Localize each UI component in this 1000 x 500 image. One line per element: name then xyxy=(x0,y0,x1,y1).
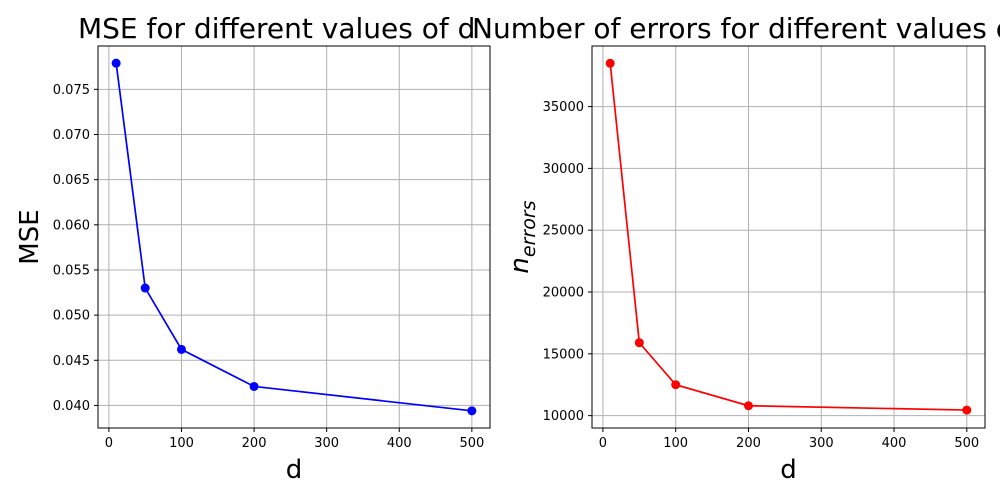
x-axis-label: d xyxy=(780,455,797,485)
data-point xyxy=(962,405,972,415)
y-tick-label: 0.070 xyxy=(53,128,90,143)
plot-frame xyxy=(97,45,491,429)
series-line xyxy=(609,63,967,411)
x-tick-label: 100 xyxy=(169,436,194,451)
series-line xyxy=(115,63,472,412)
data-point xyxy=(467,406,477,416)
y-tick-label: 20000 xyxy=(543,286,584,301)
x-tick-label: 200 xyxy=(736,436,761,451)
y-tick-label: 0.060 xyxy=(53,218,90,233)
x-tick-label: 500 xyxy=(459,436,484,451)
y-tick-label: 0.055 xyxy=(53,263,90,278)
y-tick-label: 10000 xyxy=(543,409,584,424)
x-tick-label: 500 xyxy=(954,436,979,451)
data-point xyxy=(671,380,681,390)
y-tick-label: 0.065 xyxy=(53,173,90,188)
x-tick-label: 300 xyxy=(809,436,834,451)
y-tick-label: 30000 xyxy=(543,162,584,177)
x-tick-label: 400 xyxy=(387,436,412,451)
data-point xyxy=(176,344,186,354)
data-point xyxy=(140,283,150,293)
x-tick-label: 0 xyxy=(105,436,113,451)
y-tick-label: 0.075 xyxy=(53,83,90,98)
data-point xyxy=(605,58,615,68)
y-tick-label: 25000 xyxy=(543,224,584,239)
data-point xyxy=(111,58,121,68)
plot-frame xyxy=(591,45,986,429)
chart-panel-1: 0 100 200 300 400 500 0.040 0.045 0.050 0.055 0.06… xyxy=(15,12,491,485)
y-axis-label: nerrors xyxy=(505,200,540,273)
y-tick-label: 15000 xyxy=(543,347,584,362)
y-tick-label: 0.050 xyxy=(53,309,90,324)
data-point xyxy=(743,401,753,411)
y-axis-label: MSE xyxy=(15,209,45,264)
x-tick-label: 300 xyxy=(314,436,339,451)
y-tick-label: 0.045 xyxy=(53,354,90,369)
y-tick-label: 0.040 xyxy=(53,399,90,414)
x-tick-label: 200 xyxy=(242,436,267,451)
chart-panel-2: 0 100 200 300 400 500 10000 15000 20000 25000 3000… xyxy=(472,12,1000,485)
x-tick-label: 0 xyxy=(599,436,607,451)
data-point xyxy=(249,381,259,391)
x-tick-label: 400 xyxy=(882,436,907,451)
x-tick-label: 100 xyxy=(663,436,688,451)
chart-title: MSE for different values of d xyxy=(78,12,475,45)
data-point xyxy=(634,338,644,348)
chart-title: Number of errors for different values of… xyxy=(472,12,1000,45)
x-axis-label: d xyxy=(286,455,303,485)
y-tick-label: 35000 xyxy=(543,100,584,115)
